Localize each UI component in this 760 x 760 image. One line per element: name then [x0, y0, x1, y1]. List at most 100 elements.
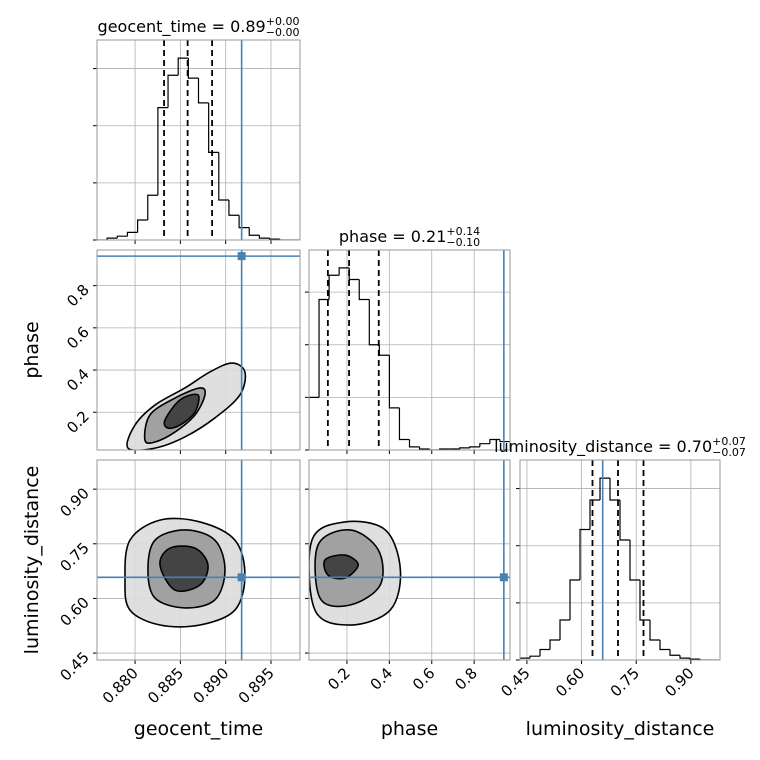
histogram-step — [619, 500, 630, 541]
x-axis-label: luminosity_distance — [526, 718, 715, 740]
histogram-step — [309, 396, 320, 450]
panel: geocent_time = 0.89 +0.00−0.00 — [93, 15, 301, 244]
histogram-step — [539, 648, 550, 657]
histogram-step — [659, 640, 670, 651]
histogram-step — [689, 658, 700, 660]
histogram-step — [569, 579, 580, 620]
y-tick-label: 0.60 — [56, 594, 92, 630]
histogram-step — [489, 438, 500, 444]
plot-area — [309, 250, 510, 450]
y-tick-label: 0.6 — [63, 323, 93, 353]
axes-frame — [96, 39, 301, 241]
contour — [159, 545, 209, 593]
histogram-step — [106, 237, 118, 240]
histogram-step — [398, 407, 410, 441]
title-superscript: +0.00 — [266, 15, 300, 28]
panel-title: luminosity_distance = 0.70 — [494, 437, 712, 457]
histogram-step — [579, 528, 590, 580]
truth-marker — [499, 573, 508, 582]
histogram-step — [258, 235, 270, 239]
contour — [163, 393, 200, 430]
histogram-step — [116, 235, 128, 239]
y-axis-label: phase — [21, 321, 43, 378]
histogram-step — [208, 102, 219, 153]
axes-frame — [96, 459, 301, 661]
x-tick-label: 0.4 — [367, 664, 397, 694]
histogram-step — [418, 446, 430, 450]
title-superscript: +0.14 — [446, 225, 480, 238]
x-axis-label: geocent_time — [134, 718, 263, 740]
histogram-step — [599, 477, 610, 500]
histogram-step — [197, 78, 209, 104]
histogram-step — [137, 219, 148, 233]
histogram-step — [408, 439, 420, 448]
y-tick-label: 0.45 — [56, 648, 92, 684]
truth-marker — [237, 252, 246, 261]
plot-area — [97, 40, 300, 240]
histogram-step — [157, 107, 169, 196]
histogram-step — [520, 657, 530, 660]
histogram-step — [699, 659, 710, 660]
x-tick-label: 0.90 — [661, 664, 697, 700]
histogram-step — [559, 619, 570, 640]
histogram-step — [318, 298, 330, 398]
histogram-step — [609, 478, 620, 501]
axes-frame — [308, 249, 511, 451]
histogram-step — [589, 499, 600, 530]
histogram-step — [629, 540, 640, 581]
histogram-step — [479, 443, 490, 447]
histogram-step — [499, 439, 510, 450]
x-tick-label: 0.60 — [552, 664, 588, 700]
x-tick-label: 0.2 — [324, 664, 354, 694]
histogram-step — [459, 447, 470, 449]
histogram-step — [177, 57, 189, 76]
histogram-step — [549, 639, 560, 650]
y-axis-label: luminosity_distance — [21, 466, 43, 655]
panel: 0.2 0.4 0.6 0.8 phase — [21, 249, 301, 454]
x-tick-label: 0.880 — [99, 664, 142, 707]
title-subscript: −0.10 — [446, 236, 480, 249]
histogram-step — [126, 231, 138, 237]
x-tick-label: 0.45 — [497, 664, 533, 700]
x-tick-label: 0.895 — [235, 664, 278, 707]
histogram-step — [279, 239, 290, 240]
y-tick-label: 0.2 — [63, 407, 93, 437]
histogram-step — [167, 74, 179, 108]
axes-frame — [96, 249, 301, 451]
histogram-step — [328, 274, 340, 300]
histogram-step — [429, 448, 440, 450]
histogram-step — [679, 655, 690, 659]
panel: phase = 0.21 +0.14−0.10 — [305, 225, 511, 454]
title-superscript: +0.07 — [712, 435, 746, 448]
title-subscript: −0.07 — [712, 446, 746, 459]
panel-title: geocent_time = 0.89 — [98, 17, 266, 37]
plot-area — [520, 460, 720, 660]
panel: 0.2 0.4 0.6 0.8 phase — [305, 459, 511, 740]
x-tick-label: 0.890 — [189, 664, 232, 707]
x-axis-label: phase — [381, 718, 438, 740]
histogram-step — [639, 580, 650, 621]
plot-area — [309, 460, 510, 660]
histogram-step — [348, 267, 360, 281]
x-tick-label: 0.6 — [409, 664, 439, 694]
histogram-step — [218, 152, 229, 201]
y-tick-label: 0.4 — [63, 365, 93, 395]
truth-marker — [237, 573, 246, 582]
x-tick-label: 0.885 — [144, 664, 187, 707]
panel: 0.45 0.60 0.75 0.90 luminosity_distance = 0.… — [494, 435, 746, 740]
histogram-step — [649, 620, 660, 641]
histogram-step — [358, 279, 370, 301]
contour — [323, 554, 359, 580]
histogram-step — [529, 655, 540, 659]
histogram-step — [469, 446, 480, 448]
histogram-step — [669, 649, 680, 656]
plot-area — [97, 460, 300, 660]
y-tick-label: 0.75 — [56, 539, 92, 575]
y-tick-label: 0.8 — [63, 281, 93, 311]
panel: 0.880 0.885 0.890 0.895 0.45 0.60 0.75 0.90 geoc… — [21, 459, 301, 740]
axes-frame — [308, 459, 511, 661]
histogram-step — [388, 355, 400, 409]
histogram-step — [228, 200, 240, 216]
histogram-step — [368, 299, 380, 346]
